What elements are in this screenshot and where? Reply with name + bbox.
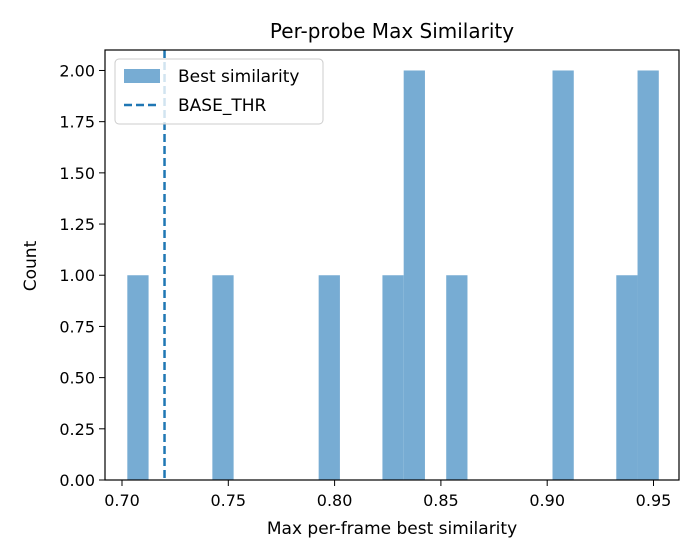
y-tick-label: 0.00 — [59, 471, 95, 490]
histogram-bar — [637, 70, 659, 480]
x-tick-label: 0.75 — [210, 491, 246, 510]
histogram-bar — [127, 275, 149, 480]
histogram-bars — [127, 70, 659, 480]
y-tick-label: 1.25 — [59, 215, 95, 234]
y-tick-label: 1.00 — [59, 266, 95, 285]
y-axis-label: Count — [21, 240, 41, 291]
plot-frame — [104, 49, 680, 481]
x-tick-label: 0.85 — [423, 491, 459, 510]
y-tick-label: 1.50 — [59, 164, 95, 183]
legend-label-base-thr: BASE_THR — [178, 96, 266, 116]
x-tick-label: 0.90 — [529, 491, 565, 510]
y-tick-label: 0.75 — [59, 317, 95, 336]
legend-label-best-similarity: Best similarity — [178, 67, 300, 87]
y-axis-ticks: 0.00 0.25 0.50 0.75 1.00 1.25 1.50 1.75 2.00 — [59, 61, 105, 490]
x-tick-label: 0.70 — [104, 491, 140, 510]
x-axis-label: Max per-frame best similarity — [267, 519, 517, 539]
histogram-bar — [552, 70, 574, 480]
x-axis-ticks: 0.70 0.75 0.80 0.85 0.90 0.95 — [104, 480, 671, 510]
histogram-bar — [616, 275, 638, 480]
legend-box — [114, 58, 324, 125]
y-tick-label: 1.75 — [59, 113, 95, 132]
y-tick-label: 2.00 — [59, 61, 95, 80]
x-tick-label: 0.80 — [317, 491, 353, 510]
y-tick-label: 0.25 — [59, 420, 95, 439]
histogram-bar — [318, 275, 340, 480]
histogram-bar — [382, 275, 404, 480]
histogram-bar — [403, 70, 425, 480]
x-tick-label: 0.95 — [636, 491, 672, 510]
y-tick-label: 0.50 — [59, 369, 95, 388]
histogram-bar — [212, 275, 234, 480]
histogram-bar — [446, 275, 468, 480]
legend-swatch-best-similarity — [124, 69, 160, 83]
chart-title: Per-probe Max Similarity — [270, 19, 514, 43]
legend: Best similarity BASE_THR — [114, 58, 324, 125]
